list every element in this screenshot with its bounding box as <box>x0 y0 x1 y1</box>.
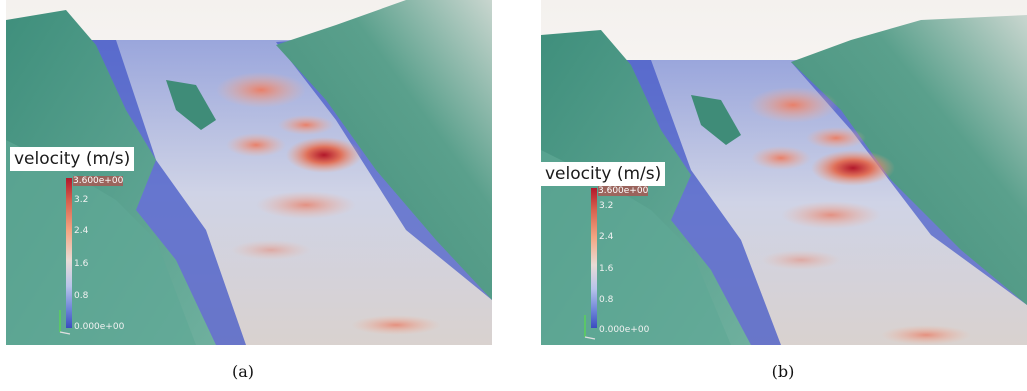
orientation-axes-icon <box>584 315 596 340</box>
panel-b: velocity (m/s) 3.600e+00 3.2 2.4 1.6 0.8… <box>541 0 1027 345</box>
colorbar-tick: 1.6 <box>599 264 614 274</box>
legend-title: velocity (m/s) <box>541 162 666 186</box>
panel-a: velocity (m/s) 3.600e+00 3.2 2.4 1.6 0.8… <box>6 0 492 345</box>
colorbar-tick: 0.8 <box>74 291 89 301</box>
colorbar-tick: 1.6 <box>74 259 89 269</box>
flow-render-b <box>541 0 1027 345</box>
colorbar-tick: 0.8 <box>599 295 614 305</box>
caption-b: (b) <box>771 362 795 381</box>
colorbar-tick: 2.4 <box>74 226 89 236</box>
colorbar-tick: 2.4 <box>599 232 614 242</box>
colorbar-tick: 3.600e+00 <box>73 176 124 186</box>
flow-render-a <box>6 0 492 345</box>
colorbar <box>66 178 72 328</box>
orientation-axes-icon <box>59 310 71 335</box>
colorbar-tick: 0.000e+00 <box>599 325 650 335</box>
colorbar-tick: 3.2 <box>74 195 89 205</box>
legend-title: velocity (m/s) <box>10 147 135 171</box>
colorbar-tick: 3.2 <box>599 201 614 211</box>
colorbar-tick: 0.000e+00 <box>74 322 125 332</box>
caption-a: (a) <box>231 362 255 381</box>
colorbar-tick: 3.600e+00 <box>598 186 649 196</box>
colorbar <box>591 188 597 328</box>
